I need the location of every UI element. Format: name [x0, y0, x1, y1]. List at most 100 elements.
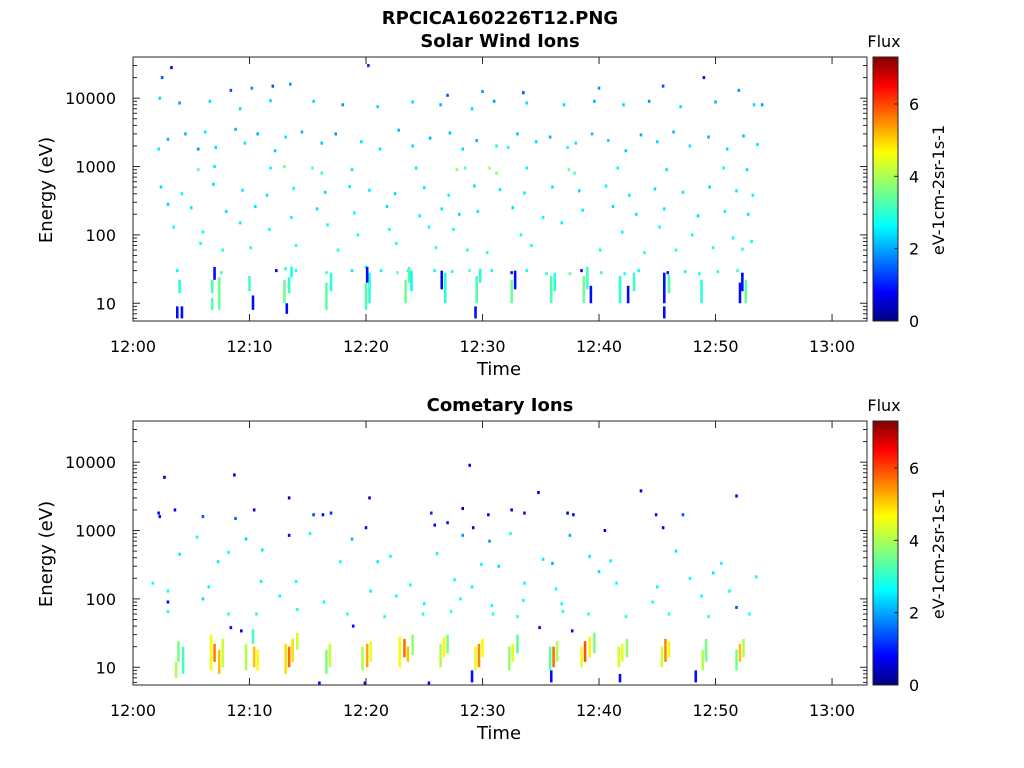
data-column — [251, 629, 255, 644]
data-column — [325, 649, 328, 674]
data-column — [443, 272, 447, 304]
data-pixel — [530, 243, 533, 248]
data-pixel — [737, 88, 741, 92]
data-pixel — [395, 594, 398, 598]
data-pixel — [158, 96, 162, 100]
data-column — [477, 643, 481, 668]
data-column — [667, 274, 671, 294]
y-tick-label: 10000 — [65, 89, 116, 108]
data-column — [291, 638, 294, 662]
data-column — [368, 272, 371, 304]
data-pixel — [256, 132, 259, 136]
data-pixel — [624, 615, 628, 619]
data-pixel — [750, 239, 753, 244]
data-pixel — [418, 214, 421, 218]
data-pixel — [656, 140, 659, 144]
data-column — [744, 279, 748, 304]
x-tick-label: 12:00 — [110, 701, 156, 720]
data-column — [549, 276, 553, 304]
data-pixel — [383, 615, 386, 619]
data-column — [328, 643, 332, 668]
data-pixel — [315, 207, 319, 211]
data-column — [738, 282, 742, 304]
data-pixel — [525, 101, 529, 105]
data-pixel — [294, 579, 298, 583]
data-pixel — [639, 133, 643, 137]
data-column — [329, 272, 333, 292]
data-column — [290, 266, 293, 278]
data-pixel — [348, 184, 351, 189]
data-column — [365, 643, 369, 668]
data-pixel — [522, 91, 525, 95]
data-pixel — [560, 602, 564, 606]
data-pixel — [196, 147, 200, 151]
data-column — [365, 266, 369, 283]
data-pixel — [287, 533, 291, 537]
colorbar: Flux eV-1cm-2sr-1s-1 0 2 4 6 — [867, 396, 948, 695]
data-pixel — [581, 208, 585, 212]
data-pixel — [269, 99, 272, 103]
colorbar-gradient — [872, 420, 899, 686]
data-pixel — [435, 552, 439, 556]
data-pixel — [322, 600, 326, 604]
data-pixel — [434, 246, 438, 250]
y-tick-label: 100 — [85, 590, 116, 609]
data-pixel — [590, 132, 594, 136]
data-pixel — [554, 587, 558, 591]
data-pixel — [321, 513, 325, 517]
data-pixel — [290, 215, 293, 219]
data-column — [511, 643, 515, 662]
data-pixel — [488, 166, 491, 170]
data-pixel — [735, 494, 738, 498]
data-pixel — [369, 589, 372, 593]
data-column — [582, 276, 586, 304]
data-pixel — [674, 549, 678, 553]
data-pixel — [597, 570, 601, 574]
data-pixel — [498, 188, 502, 192]
data-pixel — [574, 141, 578, 145]
data-pixel — [422, 186, 426, 190]
colorbar-tick-label: 0 — [909, 676, 919, 695]
data-pixel — [429, 511, 433, 515]
data-pixel — [534, 140, 538, 144]
data-pixel — [548, 135, 552, 139]
data-pixel — [395, 241, 398, 245]
data-pixel — [679, 105, 682, 109]
data-pixel — [468, 269, 471, 273]
data-pixel — [667, 612, 671, 616]
data-column — [618, 276, 622, 304]
data-column — [664, 638, 667, 662]
data-pixel — [607, 138, 610, 143]
data-column — [510, 279, 513, 304]
data-pixel — [746, 212, 750, 216]
data-column — [177, 641, 180, 662]
data-pixel — [623, 272, 626, 276]
data-pixel — [490, 269, 494, 273]
data-column — [407, 266, 411, 283]
data-column — [363, 681, 367, 685]
data-pixel — [551, 185, 554, 189]
data-pixel — [495, 171, 498, 175]
data-pixel — [449, 610, 453, 614]
data-pixel — [661, 526, 665, 530]
data-pixel — [203, 130, 207, 134]
data-pixel — [690, 233, 694, 237]
data-pixel — [560, 221, 564, 225]
data-column — [209, 634, 213, 671]
data-pixel — [523, 191, 526, 195]
data-pixel — [637, 269, 640, 273]
data-pixel — [707, 135, 710, 139]
data-column — [398, 636, 402, 668]
data-column — [217, 649, 221, 674]
data-column — [410, 270, 413, 292]
data-pixel — [221, 248, 224, 252]
data-pixel — [455, 168, 459, 172]
data-pixel — [208, 99, 212, 103]
data-pixel — [439, 103, 442, 107]
data-column — [284, 643, 287, 674]
data-pixel — [175, 269, 179, 273]
data-pixel — [492, 99, 496, 103]
data-pixel — [166, 589, 170, 593]
data-pixel — [283, 164, 286, 169]
y-tick-label: 10 — [96, 658, 116, 677]
